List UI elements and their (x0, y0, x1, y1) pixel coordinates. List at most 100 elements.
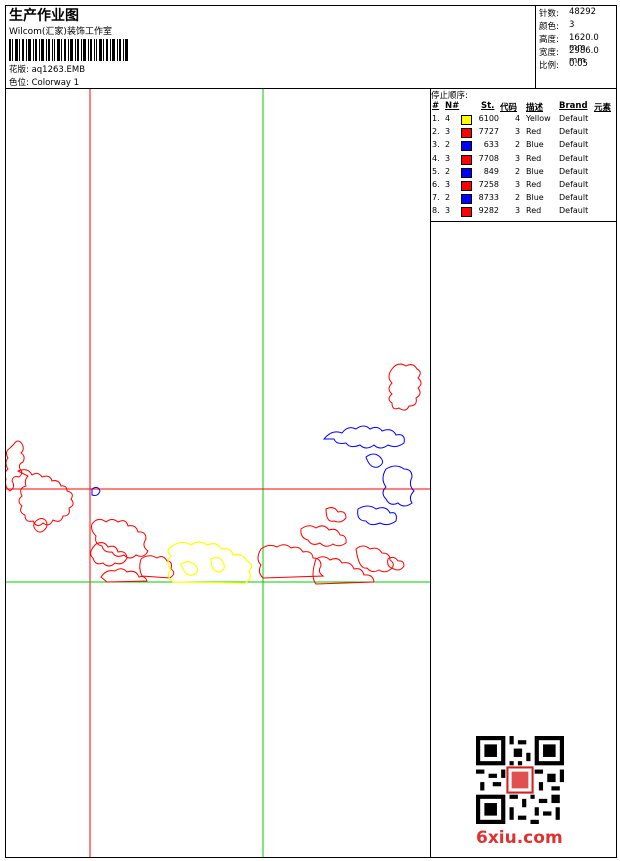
row-index: 8. (432, 206, 440, 216)
table-row: 2. 3 7727 3 Red Default (431, 127, 617, 140)
stat-value: 3 (569, 20, 575, 30)
row-index: 4. (432, 153, 440, 163)
color-swatch (461, 181, 472, 191)
stop-sequence-panel: 停止顺序: # N# St. 代码 描述 Brand 元素 1. 4 6100 4 Ye… (431, 89, 617, 857)
row-stitches: 633 (483, 140, 499, 150)
stat-value: 1620.0 mm (569, 33, 599, 53)
table-row: 8. 3 9282 3 Red Default (431, 206, 617, 219)
yellow-motif (167, 541, 253, 584)
row-needle: 3 (445, 127, 451, 137)
row-index: 7. (432, 193, 440, 203)
row-needle: 2 (445, 140, 451, 150)
row-description: Blue (526, 140, 544, 150)
col-header-element: 元素 (594, 103, 612, 113)
row-description: Red (526, 127, 542, 137)
row-brand: Default (559, 114, 589, 123)
row-brand: Default (559, 193, 589, 203)
table-row: 5. 2 849 2 Blue Default (431, 167, 617, 180)
col-header-needle: N# (445, 101, 460, 111)
row-code: 2 (515, 193, 521, 203)
color-swatch (461, 128, 472, 139)
row-brand: Default (559, 140, 589, 150)
row-stitches: 7258 (478, 180, 499, 189)
row-description: Red (526, 153, 542, 163)
row-index: 5. (432, 166, 440, 176)
row-stitches: 849 (483, 166, 499, 176)
row-description: Red (526, 180, 542, 189)
stat-value: 0.05 (569, 59, 588, 69)
stat-value: 48292 (569, 7, 597, 17)
row-needle: 4 (445, 114, 451, 123)
panel-divider (431, 221, 617, 222)
row-brand: Default (559, 127, 589, 137)
color-swatch (461, 154, 472, 165)
watermark-text: 6xiu.com (476, 828, 563, 848)
table-row: 3. 2 633 2 Blue Default (431, 140, 617, 153)
col-header-brand: Brand (559, 101, 588, 111)
production-sheet: 生产作业图 Wilcom(汇家)装饰工作室 (4, 5, 617, 858)
color-swatch (461, 115, 472, 125)
sheet-title: 生产作业图 (9, 8, 79, 24)
stat-label: 颜色: (539, 22, 559, 32)
colorway-label: 色位: (9, 78, 29, 88)
row-description: Blue (526, 166, 544, 176)
row-code: 2 (515, 166, 521, 176)
stat-stitches: 针数: 48292 (539, 7, 596, 19)
stat-value: 2986.0 mm (569, 46, 599, 66)
table-row: 4. 3 7708 3 Red Default (431, 154, 617, 167)
col-header-index: # (432, 101, 440, 111)
row-code: 2 (515, 140, 521, 150)
color-swatch (461, 167, 472, 178)
row-description: Yellow (526, 114, 551, 123)
color-swatch (461, 207, 472, 218)
row-needle: 3 (445, 180, 451, 189)
design-file-value: aq1263.EMB (31, 65, 86, 75)
col-header-stitches: St. (481, 101, 495, 111)
qr-code-icon (476, 736, 564, 824)
stat-label: 宽度: (539, 48, 559, 58)
red-motif (4, 363, 422, 585)
blue-motif (91, 425, 415, 526)
row-stitches: 7708 (478, 153, 499, 163)
row-index: 6. (432, 180, 440, 189)
row-description: Red (526, 206, 542, 216)
row-brand: Default (559, 180, 589, 189)
color-swatch (461, 141, 472, 152)
row-stitches: 8733 (478, 193, 499, 203)
row-stitches: 7727 (478, 127, 499, 137)
row-stitches: 6100 (478, 114, 499, 123)
col-header-code: 代码 (500, 103, 518, 113)
row-needle: 2 (445, 166, 451, 176)
design-preview (4, 89, 430, 857)
row-index: 2. (432, 127, 440, 137)
design-file-line: 花版: aq1263.EMB (9, 63, 85, 75)
col-header-description: 描述 (526, 103, 544, 113)
row-brand: Default (559, 166, 589, 176)
table-row: 6. 3 7258 3 Red Default (431, 180, 617, 193)
stats-box: 针数: 48292 颜色: 3 高度: 1620.0 mm 宽度: 2986.0 mm … (535, 6, 617, 88)
table-row: 7. 2 8733 2 Blue Default (431, 193, 617, 206)
row-stitches: 9282 (478, 206, 499, 216)
row-index: 3. (432, 140, 440, 150)
row-code: 3 (515, 206, 521, 216)
design-file-label: 花版: (9, 65, 29, 75)
stat-label: 比例: (539, 61, 559, 71)
colorway-line: 色位: Colorway 1 (9, 76, 79, 88)
stat-height: 高度: 1620.0 mm (539, 33, 599, 53)
row-code: 3 (515, 153, 521, 163)
row-description: Blue (526, 193, 544, 203)
row-needle: 3 (445, 206, 451, 216)
row-needle: 3 (445, 153, 451, 163)
design-canvas (4, 89, 431, 857)
row-needle: 2 (445, 193, 451, 203)
color-swatch (461, 194, 472, 205)
row-brand: Default (559, 153, 589, 163)
studio-name: Wilcom(汇家)装饰工作室 (9, 27, 112, 37)
stop-sequence-title: 停止顺序: (431, 91, 468, 101)
stat-width: 宽度: 2986.0 mm (539, 46, 599, 66)
stat-label: 高度: (539, 35, 559, 45)
row-code: 3 (515, 127, 521, 137)
stat-label: 针数: (539, 9, 559, 19)
row-code: 3 (515, 180, 521, 189)
row-index: 1. (432, 114, 440, 123)
